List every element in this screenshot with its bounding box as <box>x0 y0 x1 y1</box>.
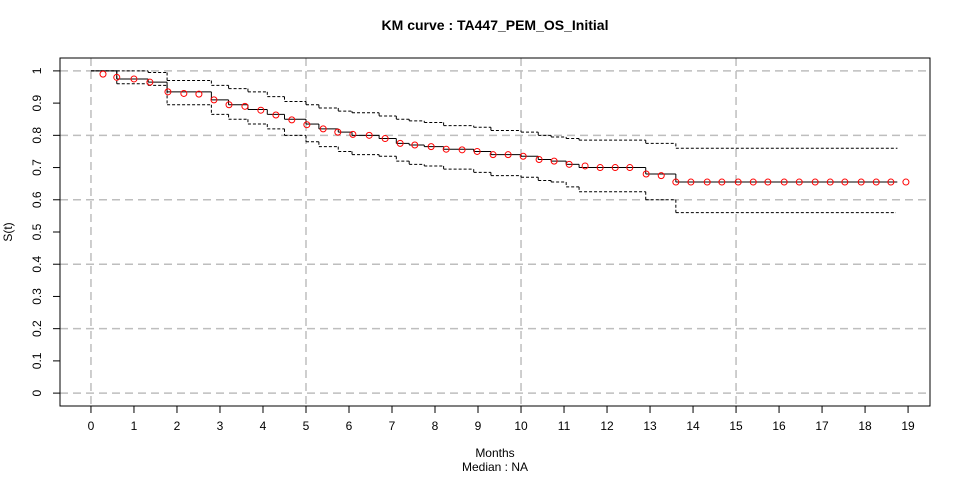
x-tick-label: 13 <box>643 419 657 433</box>
point <box>180 89 188 97</box>
y-tick-label: 1 <box>30 67 44 74</box>
point <box>581 162 589 170</box>
point <box>764 178 772 186</box>
subtitle: Median : NA <box>462 460 528 474</box>
point <box>427 143 435 151</box>
point <box>303 121 311 129</box>
point <box>365 131 373 139</box>
point <box>657 172 665 180</box>
point <box>565 160 573 168</box>
point <box>780 178 788 186</box>
point <box>272 111 280 119</box>
point <box>349 130 357 138</box>
y-tick-label: 0.7 <box>30 159 44 176</box>
chart-title: KM curve : TA447_PEM_OS_Initial <box>382 17 609 33</box>
y-tick-label: 0.8 <box>30 127 44 144</box>
x-tick-label: 9 <box>475 419 482 433</box>
y-tick-label: 0.3 <box>30 288 44 305</box>
point <box>596 164 604 172</box>
point <box>703 178 711 186</box>
point <box>113 73 121 81</box>
x-tick-label: 12 <box>600 419 614 433</box>
point <box>396 139 404 147</box>
x-tick-label: 14 <box>686 419 700 433</box>
point <box>672 178 680 186</box>
point <box>458 146 466 154</box>
point <box>718 178 726 186</box>
y-tick-label: 0.2 <box>30 320 44 337</box>
point <box>334 128 342 136</box>
point <box>164 88 172 96</box>
x-tick-label: 10 <box>514 419 528 433</box>
point <box>519 152 527 160</box>
y-tick-label: 0 <box>30 389 44 396</box>
x-axis-label: Months <box>475 446 514 460</box>
point <box>489 151 497 159</box>
x-tick-label: 5 <box>303 419 310 433</box>
point <box>550 157 558 165</box>
point <box>473 147 481 155</box>
point <box>210 96 218 104</box>
point <box>887 178 895 186</box>
x-tick-label: 7 <box>389 419 396 433</box>
y-tick-label: 0.5 <box>30 223 44 240</box>
point <box>734 178 742 186</box>
point <box>811 178 819 186</box>
point <box>872 178 880 186</box>
point <box>841 178 849 186</box>
point <box>411 141 419 149</box>
point <box>504 151 512 159</box>
x-tick-label: 16 <box>772 419 786 433</box>
x-tick-label: 15 <box>729 419 743 433</box>
point <box>225 101 233 109</box>
point <box>535 156 543 163</box>
x-tick-label: 2 <box>174 419 181 433</box>
x-tick-label: 6 <box>346 419 353 433</box>
plot-frame <box>59 57 931 407</box>
point <box>857 178 865 186</box>
x-tick-label: 8 <box>432 419 439 433</box>
x-tick-label: 1 <box>131 419 138 433</box>
point <box>288 116 296 124</box>
point <box>257 106 265 114</box>
point <box>826 178 834 186</box>
x-tick-label: 3 <box>217 419 224 433</box>
point <box>319 125 327 133</box>
x-tick-label: 0 <box>88 419 95 433</box>
y-tick-label: 0.9 <box>30 94 44 111</box>
x-tick-label: 17 <box>815 419 829 433</box>
y-axis-label: S(t) <box>1 222 15 241</box>
point <box>749 178 757 186</box>
point <box>902 178 910 186</box>
x-tick-label: 19 <box>901 419 915 433</box>
point <box>611 164 619 172</box>
x-tick-label: 11 <box>558 419 571 433</box>
point <box>146 78 154 86</box>
point <box>99 70 107 78</box>
point <box>642 170 650 178</box>
point <box>381 135 389 143</box>
point <box>442 145 450 153</box>
point <box>130 75 138 83</box>
x-tick-label: 4 <box>260 419 267 433</box>
y-tick-label: 0.1 <box>30 352 44 369</box>
y-tick-label: 0.4 <box>30 256 44 273</box>
point <box>195 90 203 98</box>
point <box>795 178 803 186</box>
point <box>626 164 634 172</box>
point <box>687 178 695 186</box>
y-tick-label: 0.6 <box>30 191 44 208</box>
x-tick-label: 18 <box>858 419 872 433</box>
point <box>241 102 249 110</box>
